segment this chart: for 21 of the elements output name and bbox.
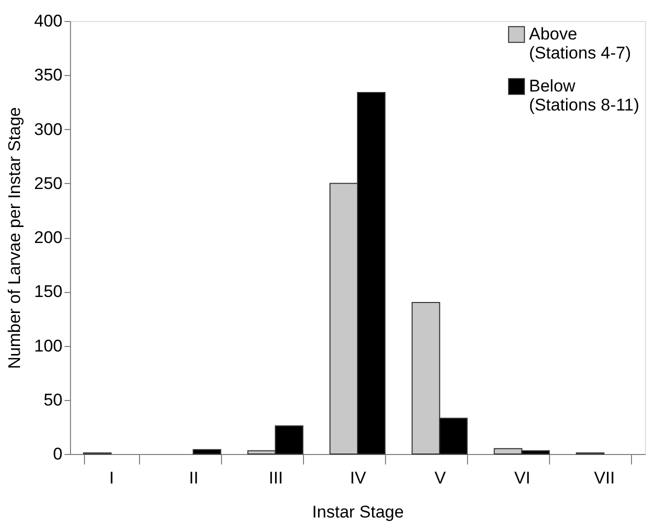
legend-label: Below (Stations 8-11) <box>529 76 640 114</box>
x-tick-label: VI <box>514 468 530 488</box>
x-tick-label: IV <box>350 468 367 488</box>
y-tick-label: 150 <box>34 282 62 302</box>
y-tick-label: 350 <box>34 66 62 85</box>
x-tick-label: VII <box>594 468 615 488</box>
x-tick-label: III <box>268 468 283 488</box>
x-axis-title: Instar Stage <box>312 502 404 522</box>
y-tick-label: 300 <box>34 120 62 139</box>
x-tick-label: V <box>434 468 446 488</box>
legend-label: Above (Stations 4-7) <box>529 24 632 62</box>
y-tick-label: 200 <box>34 228 62 247</box>
y-tick-label: 0 <box>53 444 62 464</box>
y-axis-title: Number of Larvae per Instar Stage <box>5 107 24 369</box>
y-tick-label: 100 <box>34 336 62 356</box>
y-tick-label: 250 <box>34 174 62 193</box>
x-tick-label: II <box>188 468 198 488</box>
x-tick-label: I <box>109 468 114 488</box>
bar <box>192 449 222 454</box>
y-tick-label: 400 <box>34 12 62 30</box>
y-tick-label: 50 <box>44 390 62 410</box>
